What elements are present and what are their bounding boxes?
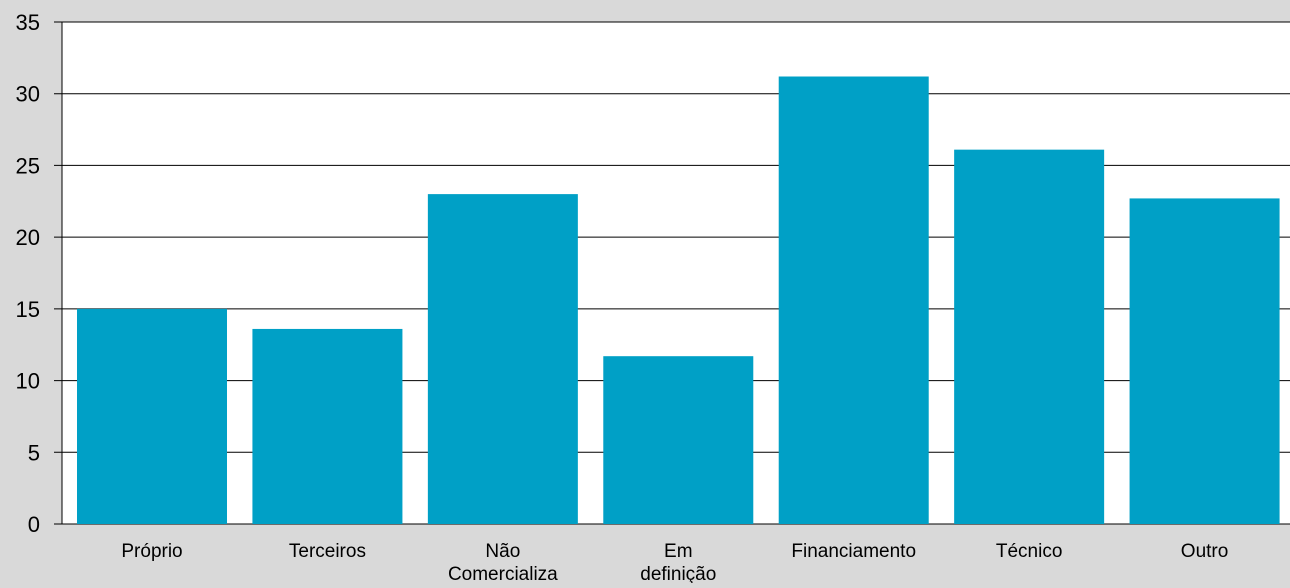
x-tick-label: Terceiros: [289, 541, 366, 562]
x-tick-label: Outro: [1181, 541, 1229, 562]
bar: [427, 194, 578, 524]
y-tick-label: 5: [28, 440, 40, 465]
x-tick-label: Não: [485, 541, 520, 562]
x-tick-label: Comercializa: [448, 564, 558, 583]
bar: [77, 308, 227, 524]
bar: [1129, 198, 1280, 524]
bar: [778, 76, 929, 524]
y-tick-label: 30: [16, 82, 40, 107]
y-tick-label: 10: [16, 369, 40, 394]
x-tick-label: Em: [664, 541, 693, 562]
y-tick-label: 15: [16, 297, 40, 322]
x-tick-label: Próprio: [121, 541, 182, 562]
y-tick-label: 20: [16, 225, 40, 250]
bar: [954, 149, 1105, 524]
y-tick-label: 35: [16, 10, 40, 35]
y-tick-label: 0: [28, 512, 40, 537]
x-tick-label: Financiamento: [791, 541, 916, 562]
bar: [252, 328, 403, 524]
x-tick-label: definição: [640, 564, 716, 583]
y-tick-label: 25: [16, 153, 40, 178]
bar: [603, 356, 754, 524]
x-tick-label: Técnico: [996, 541, 1063, 562]
